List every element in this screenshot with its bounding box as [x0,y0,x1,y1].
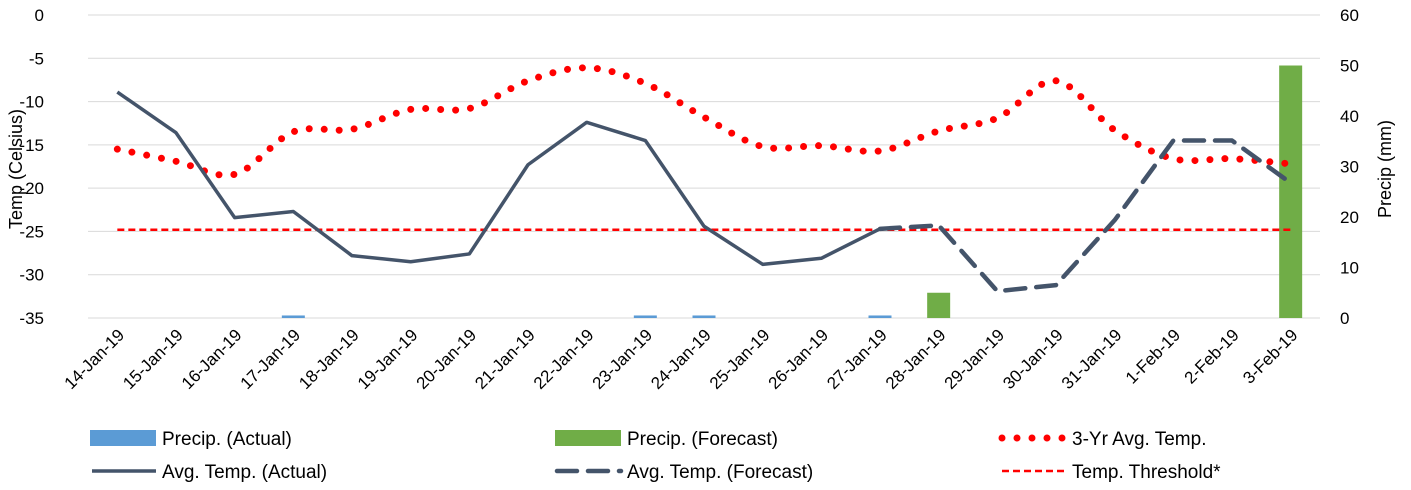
precip-bars [281,65,1303,318]
x-tick-label: 23-Jan-19 [589,325,657,393]
left-tick-label: -10 [19,93,44,112]
x-tick-label: 21-Jan-19 [471,325,539,393]
legend-swatch [90,430,156,446]
right-tick-label: 0 [1340,309,1349,328]
right-axis-ticks: 0 10 20 30 40 50 60 [1340,6,1359,328]
legend-label: Precip. (Forecast) [627,429,778,450]
precip-bar [281,315,305,318]
right-tick-label: 30 [1340,158,1359,177]
left-tick-label: -25 [19,222,44,241]
x-tick-label: 31-Jan-19 [1058,325,1126,393]
temp-lines [113,64,1295,294]
right-tick-label: 20 [1340,208,1359,227]
x-tick-label: 30-Jan-19 [999,325,1067,393]
left-tick-label: -30 [19,266,44,285]
left-tick-label: 0 [35,6,44,25]
legend-label: Temp. Threshold* [1072,462,1221,483]
x-tick-label: 24-Jan-19 [647,325,715,393]
right-tick-label: 60 [1340,6,1359,25]
legend-label: Precip. (Actual) [162,429,292,450]
x-tick-label: 1-Feb-19 [1122,325,1184,387]
x-tick-label: 3-Feb-19 [1239,325,1301,387]
right-tick-label: 40 [1340,107,1359,126]
legend-label: 3-Yr Avg. Temp. [1072,429,1206,450]
left-axis-ticks: -35 -30 -25 -20 -15 -10 -5 0 [19,6,44,328]
precip-bar [633,315,657,318]
series-line [877,138,1293,294]
right-tick-label: 50 [1340,57,1359,76]
series-line [113,64,1295,179]
precip-bar [927,292,951,318]
precip-bar [1279,65,1303,318]
legend: Precip. (Actual) Precip. (Forecast) 3-Yr A… [90,429,1221,483]
left-axis-title: Temp (Celsius) [6,109,26,229]
legend-label: Avg. Temp. (Forecast) [627,462,813,483]
x-tick-label: 16-Jan-19 [178,325,246,393]
x-tick-label: 15-Jan-19 [119,325,187,393]
x-tick-label: 26-Jan-19 [765,325,833,393]
left-tick-label: -15 [19,136,44,155]
x-tick-label: 29-Jan-19 [941,325,1009,393]
gridlines [88,14,1320,319]
series-line [116,90,881,267]
precip-bar [692,315,716,318]
x-tick-label: 19-Jan-19 [354,325,422,393]
x-tick-label: 14-Jan-19 [61,325,129,393]
right-axis-title: Precip (mm) [1375,120,1395,218]
x-tick-label: 27-Jan-19 [823,325,891,393]
x-tick-label: 25-Jan-19 [706,325,774,393]
x-axis-ticks: 14-Jan-1915-Jan-1916-Jan-1917-Jan-1918-J… [61,325,1302,393]
left-tick-label: -20 [19,179,44,198]
x-tick-label: 17-Jan-19 [237,325,305,393]
x-tick-label: 2-Feb-19 [1181,325,1243,387]
x-tick-label: 20-Jan-19 [413,325,481,393]
x-tick-label: 22-Jan-19 [530,325,598,393]
legend-swatch [555,430,621,446]
precip-bar [868,315,892,318]
left-tick-label: -5 [29,49,44,68]
x-tick-label: 28-Jan-19 [882,325,950,393]
x-tick-label: 18-Jan-19 [295,325,363,393]
left-tick-label: -35 [19,309,44,328]
right-tick-label: 10 [1340,259,1359,278]
legend-label: Avg. Temp. (Actual) [162,462,327,483]
